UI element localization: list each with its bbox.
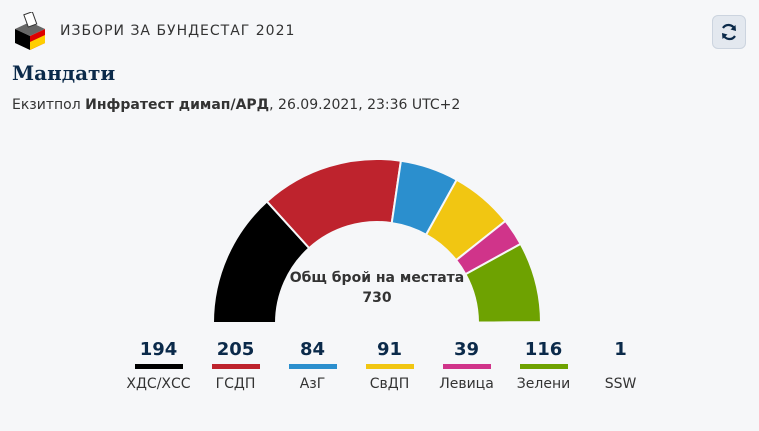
party-seats: 1	[614, 339, 627, 360]
legend: 194 ХДС/ХСС 205 ГСДП 84 АзГ 91 СвДП 39 Левица 116 З…	[120, 339, 659, 392]
party-name: ХДС/ХСС	[126, 376, 191, 392]
party-seats: 39	[453, 339, 480, 360]
legend-item: 91 СвДП	[351, 339, 428, 392]
party-name: ГСДП	[215, 376, 256, 392]
party-color-swatch	[211, 364, 260, 369]
legend-item: 194 ХДС/ХСС	[120, 339, 197, 392]
center-label-text: Общ брой на местата	[289, 270, 465, 286]
subtitle: Екзитпол Инфратест димап/АРД, 26.09.2021…	[12, 97, 460, 113]
legend-item: 116 Зелени	[505, 339, 582, 392]
party-seats: 116	[524, 339, 563, 360]
legend-item: 84 АзГ	[274, 339, 351, 392]
party-name: SSW	[604, 376, 637, 392]
party-color-swatch	[442, 364, 491, 369]
party-seats: 194	[139, 339, 178, 360]
party-name: Левица	[439, 376, 494, 392]
poll-source: Инфратест димап/АРД	[85, 97, 270, 113]
party-color-swatch	[288, 364, 337, 369]
refresh-icon	[722, 23, 736, 41]
center-label: Общ брой на местата 730	[287, 268, 467, 308]
party-color-swatch	[365, 364, 414, 369]
ballot-box-logo-icon	[15, 12, 45, 50]
app-header: ИЗБОРИ ЗА БУНДЕСТАГ 2021	[14, 12, 295, 50]
legend-item: 1 SSW	[582, 339, 659, 392]
total-seats: 730	[362, 290, 392, 306]
page-title: Мандати	[12, 61, 116, 85]
poll-timestamp: , 26.09.2021, 23:36 UTC+2	[269, 97, 461, 113]
party-name: Зелени	[516, 376, 571, 392]
seat-segment-6	[476, 321, 543, 324]
party-color-swatch	[519, 364, 568, 369]
party-color-swatch	[134, 364, 183, 369]
party-seats: 91	[376, 339, 403, 360]
refresh-button[interactable]	[712, 15, 746, 49]
party-color-swatch	[597, 364, 645, 369]
legend-item: 39 Левица	[428, 339, 505, 392]
party-seats: 205	[216, 339, 255, 360]
legend-item: 205 ГСДП	[197, 339, 274, 392]
subtitle-prefix: Екзитпол	[12, 97, 86, 113]
party-seats: 84	[299, 339, 326, 360]
party-name: СвДП	[369, 376, 410, 392]
election-title: ИЗБОРИ ЗА БУНДЕСТАГ 2021	[60, 23, 296, 39]
party-name: АзГ	[299, 376, 326, 392]
